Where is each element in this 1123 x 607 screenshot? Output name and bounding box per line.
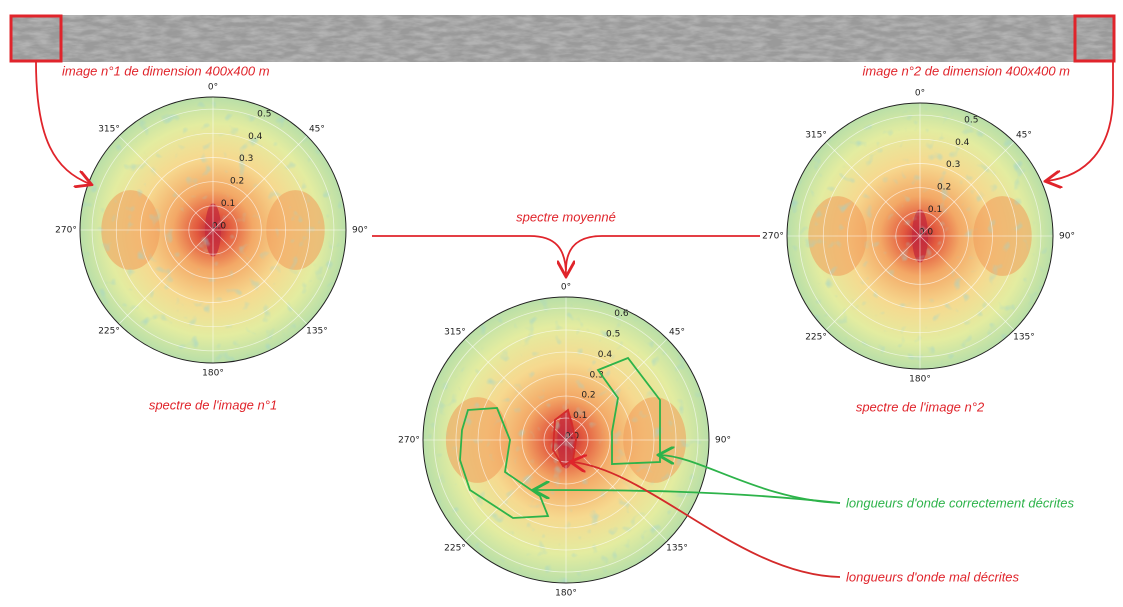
polar-plot: 0.0 0.1 0.2 0.3 0.4 0.5 0° 45° 90° 135° 180° 225° 27… xyxy=(762,89,1075,415)
angle-label: 225° xyxy=(805,333,827,343)
arrow xyxy=(35,61,90,184)
angle-label: 45° xyxy=(1016,130,1032,140)
angle-label: 270° xyxy=(398,436,420,446)
plot-caption: spectre de l'image n°2 xyxy=(856,399,985,414)
angle-grid xyxy=(825,235,921,331)
strip-label-left: image n°1 de dimension 400x400 m xyxy=(62,63,270,78)
angle-label: 135° xyxy=(1013,333,1035,343)
radial-label: 0.0 xyxy=(565,432,580,442)
polar-border xyxy=(422,296,710,584)
pointer xyxy=(572,462,841,578)
radial-label: 0.0 xyxy=(212,222,227,232)
red-region xyxy=(552,408,841,578)
radial-label: 0.5 xyxy=(606,330,620,340)
angle-grid xyxy=(212,135,308,231)
angle-label: 315° xyxy=(444,327,466,337)
angle-label: 180° xyxy=(202,369,224,379)
angle-label: 315° xyxy=(98,124,120,134)
angle-label: 270° xyxy=(55,226,77,236)
angle-label: 45° xyxy=(309,124,325,134)
radial-label: 0.0 xyxy=(919,228,934,238)
angle-label: 225° xyxy=(98,327,120,337)
polar-plot: 0.0 0.1 0.2 0.3 0.4 0.5 0° 45° 90° 135° 180° 225° 27… xyxy=(55,83,368,413)
radial-label: 0.6 xyxy=(614,309,629,319)
angle-grid xyxy=(118,135,214,231)
plot-caption: spectre de l'image n°1 xyxy=(149,397,277,412)
radial-label: 0.4 xyxy=(598,350,613,360)
polar-border xyxy=(79,96,347,364)
angle-label: 90° xyxy=(715,436,731,446)
angle-label: 270° xyxy=(762,232,784,242)
angle-label: 90° xyxy=(352,226,368,236)
radial-label: 0.5 xyxy=(257,109,271,119)
angle-label: 0° xyxy=(915,89,925,99)
region xyxy=(459,407,550,519)
radial-label: 0.3 xyxy=(590,370,604,380)
angle-label: 0° xyxy=(208,83,218,93)
angle-label: 135° xyxy=(666,544,688,554)
strip-label-right: image n°2 de dimension 400x400 m xyxy=(862,63,1070,78)
arrow xyxy=(1047,62,1114,181)
angle-label: 90° xyxy=(1059,232,1075,242)
pointer xyxy=(535,490,841,504)
polar-border xyxy=(786,102,1054,370)
angle-grid xyxy=(825,141,921,237)
arrow xyxy=(565,235,760,271)
right-box xyxy=(1073,14,1116,63)
angle-label: 180° xyxy=(555,589,577,599)
radial-label: 0.2 xyxy=(581,391,595,401)
angle-grid xyxy=(212,229,308,325)
angle-grid xyxy=(118,229,214,325)
angle-label: 315° xyxy=(805,130,827,140)
angle-grid xyxy=(919,235,1015,331)
angle-label: 180° xyxy=(909,375,931,385)
radial-label: 0.4 xyxy=(955,138,970,148)
angle-label: 135° xyxy=(306,327,328,337)
annotation-bad: longueurs d'onde mal décrites xyxy=(846,569,1020,584)
arrow xyxy=(372,235,566,275)
radial-label: 0.5 xyxy=(964,115,978,125)
left-box xyxy=(9,14,63,63)
green-regions xyxy=(459,356,841,519)
plot-caption: spectre moyenné xyxy=(516,209,616,224)
angle-grid xyxy=(919,141,1015,237)
radial-label: 0.4 xyxy=(248,132,263,142)
radial-label: 0.3 xyxy=(239,154,253,164)
angle-grid xyxy=(464,439,567,542)
radial-label: 0.1 xyxy=(928,205,942,215)
annotation-correct: longueurs d'onde correctement décrites xyxy=(846,495,1074,510)
angle-label: 0° xyxy=(561,283,571,293)
radial-label: 0.3 xyxy=(946,160,960,170)
plots: 0.0 0.1 0.2 0.3 0.4 0.5 0° 45° 90° 135° 180° 225° 27… xyxy=(55,83,1075,599)
polar-plot: 0.0 0.1 0.2 0.3 0.4 0.5 0.6 0° 45° 90° 135° 180° 225… xyxy=(398,209,731,598)
arrows xyxy=(35,61,1114,275)
angle-grid xyxy=(464,338,567,441)
radial-label: 0.1 xyxy=(573,411,587,421)
angle-label: 45° xyxy=(669,327,685,337)
strip-texture xyxy=(10,15,1115,62)
radial-label: 0.1 xyxy=(221,199,235,209)
angle-grid xyxy=(565,338,668,441)
radial-label: 0.2 xyxy=(937,183,951,193)
region xyxy=(596,356,661,465)
radial-label: 0.2 xyxy=(230,177,244,187)
angle-label: 225° xyxy=(444,544,466,554)
